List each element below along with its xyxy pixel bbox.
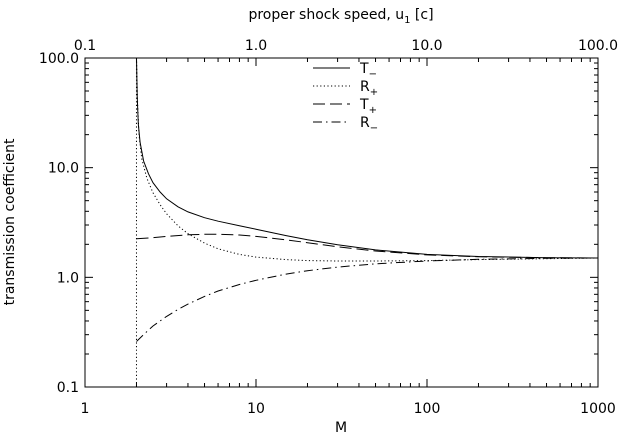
x-axis-title: M <box>335 420 347 436</box>
x-tick-label: 1 <box>81 401 90 417</box>
legend-label: R+ <box>360 79 378 98</box>
y-tick-label: 10.0 <box>48 161 79 177</box>
x2-tick-label: 1.0 <box>245 38 267 54</box>
x2-tick-label: 100.0 <box>578 38 618 54</box>
legend: T−R+T+R− <box>313 61 378 134</box>
top-axis-title-main: proper shock speed, u <box>248 7 404 23</box>
y-tick-label: 0.1 <box>57 380 79 396</box>
x-tick-label: 100 <box>414 401 441 417</box>
series-line-T-minus <box>136 57 599 259</box>
legend-label: R− <box>360 115 378 134</box>
data-curves <box>135 57 599 387</box>
plot-frame <box>84 57 599 388</box>
legend-label: T− <box>359 61 377 80</box>
top-axis-title-sub: 1 <box>404 15 410 26</box>
y-axis-title: transmission coefficient <box>2 138 18 305</box>
series-line-T-plus <box>136 233 599 259</box>
x2-tick-label: 0.1 <box>74 38 96 54</box>
y-tick-label: 100.0 <box>39 51 79 67</box>
series-line-R-minus <box>136 257 599 342</box>
y-tick-label: 1.0 <box>57 270 79 286</box>
x-tick-label: 1000 <box>580 401 616 417</box>
top-axis-title: proper shock speed, u1 [c] <box>248 7 433 26</box>
top-axis-title-unit: [c] <box>410 7 433 23</box>
x2-tick-label: 10.0 <box>411 38 442 54</box>
x-tick-label: 10 <box>247 401 265 417</box>
legend-label: T+ <box>359 97 377 116</box>
